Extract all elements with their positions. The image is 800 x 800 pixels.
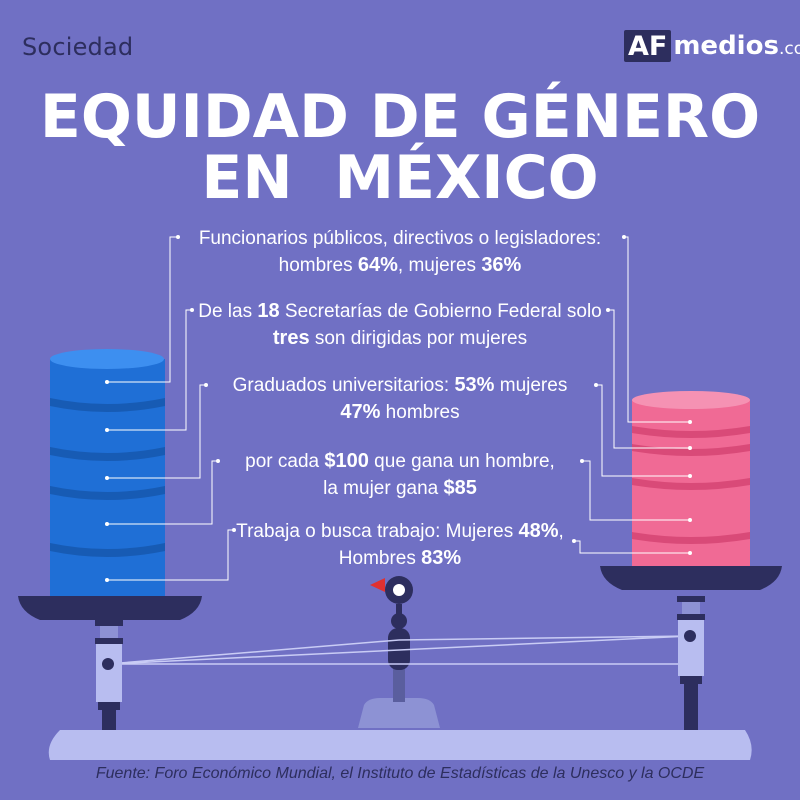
stat-value: 64% — [357, 254, 398, 276]
stat-text: Trabaja o busca trabajo: Mujeres — [236, 521, 519, 542]
stat-text: Secretarías de Gobierno Federal solo — [279, 301, 602, 322]
left-pan — [18, 596, 202, 620]
stat-text: Graduados universitarios: — [232, 375, 455, 396]
stat-text: hombres — [380, 402, 460, 423]
right-post — [678, 620, 704, 676]
women-coin-stack — [632, 391, 750, 566]
stat-officials: Funcionarios públicos, directivos o legi… — [150, 225, 650, 279]
balance-string — [107, 639, 400, 665]
category-label: Sociedad — [22, 33, 134, 61]
stat-value: $100 — [324, 450, 369, 472]
stat-text: hombres — [278, 255, 358, 276]
balance-string — [107, 635, 691, 665]
stat-text: son dirigidas por mujeres — [309, 328, 528, 349]
stat-value: 48% — [518, 520, 559, 542]
stat-labor-participation: Trabaja o busca trabajo: Mujeres 48%, Ho… — [150, 518, 650, 572]
men-coin-stack — [50, 349, 165, 596]
stat-value: tres — [272, 327, 310, 349]
stat-text: De las — [198, 301, 258, 322]
logo-domain: .com — [778, 39, 800, 59]
balance-string — [398, 635, 691, 641]
afmedios-logo: AF medios .com — [624, 30, 800, 62]
stat-value: 18 — [257, 300, 280, 322]
stat-value: 53% — [454, 374, 495, 396]
stat-text: Funcionarios públicos, directivos o legi… — [198, 228, 602, 249]
right-pan — [600, 566, 782, 590]
center-pivot-hole — [393, 584, 405, 596]
stat-text: Hombres — [338, 548, 422, 569]
source-note: Fuente: Foro Económico Mundial, el Insti… — [95, 765, 705, 782]
stat-wages: por cada $100 que gana un hombre, la muj… — [150, 448, 650, 502]
stat-value: 36% — [481, 254, 522, 276]
stat-text: que gana un hombre, — [368, 451, 555, 472]
stat-text: la mujer gana — [323, 478, 444, 499]
stat-secretariats: De las 18 Secretarías de Gobierno Federa… — [150, 298, 650, 352]
left-post — [96, 644, 122, 702]
page-title-line-2: EN MÉXICO — [201, 143, 599, 213]
stat-text: por cada — [245, 451, 325, 472]
right-connectors — [574, 236, 690, 554]
stat-text: , mujeres — [397, 255, 482, 276]
stat-value: 47% — [340, 401, 381, 423]
center-stand-foot — [358, 698, 440, 728]
stat-value: $85 — [443, 477, 477, 499]
center-stand-joint — [388, 628, 410, 670]
center-stand-knob — [391, 613, 407, 629]
left-connectors — [107, 236, 234, 581]
scale-base — [48, 730, 752, 760]
stat-text: mujeres — [494, 375, 568, 396]
stat-value: 83% — [421, 547, 462, 569]
page-title-line-1: EQUIDAD DE GÉNERO — [39, 82, 761, 152]
stat-text: , — [558, 521, 564, 542]
pointer-flag-icon — [370, 578, 385, 592]
logo-word: medios — [673, 31, 779, 61]
logo-mark: AF — [624, 30, 672, 62]
stat-graduates: Graduados universitarios: 53% mujeres 47… — [150, 372, 650, 426]
